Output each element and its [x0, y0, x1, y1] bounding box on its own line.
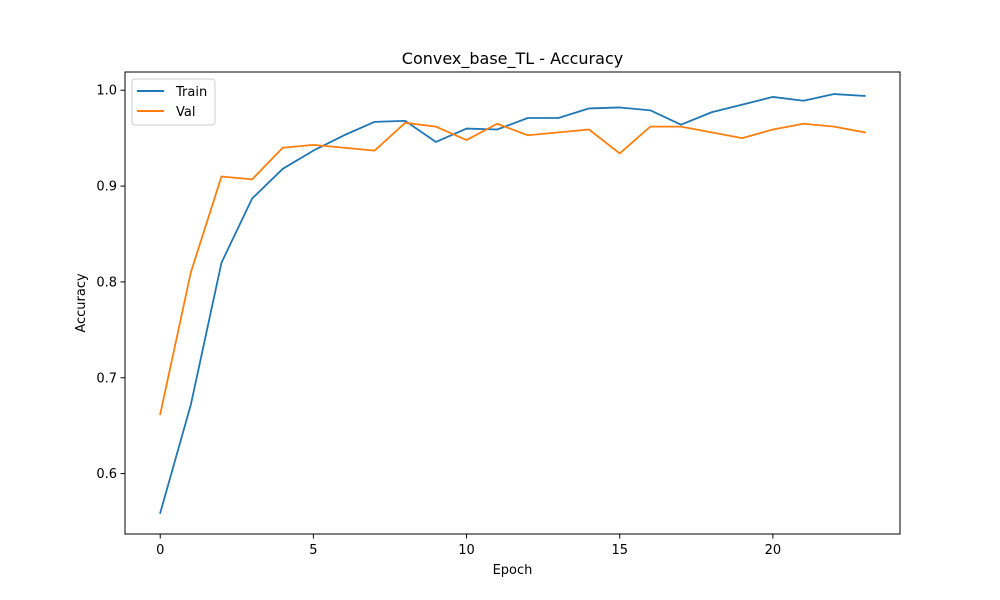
series-layer	[159, 93, 866, 515]
x-tick-label: 0	[156, 543, 164, 558]
x-tick-label: 10	[458, 543, 475, 558]
x-tick-label: 15	[611, 543, 628, 558]
x-tick-label: 5	[309, 543, 317, 558]
x-axis-label: Epoch	[493, 563, 533, 578]
y-tick-label: 0.6	[96, 467, 117, 482]
y-axis-label: Accuracy	[74, 273, 89, 333]
y-tick-label: 0.9	[96, 180, 117, 195]
legend: Train Val	[131, 78, 216, 126]
y-tick-label: 1.0	[96, 84, 117, 99]
chart-title: Convex_base_TL - Accuracy	[402, 49, 623, 69]
y-tick-label: 0.8	[96, 275, 117, 290]
x-tick-label: 20	[765, 543, 782, 558]
legend-label-val: Val	[176, 105, 195, 120]
series-line-train	[159, 93, 866, 515]
legend-label-train: Train	[175, 85, 207, 100]
series-line-val	[159, 121, 866, 416]
x-axis-ticks: 0 5 10 15 20	[156, 534, 781, 558]
y-tick-label: 0.7	[96, 371, 117, 386]
y-axis-ticks: 0.6 0.7 0.8 0.9 1.0	[96, 84, 125, 482]
plot-frame	[124, 71, 901, 535]
